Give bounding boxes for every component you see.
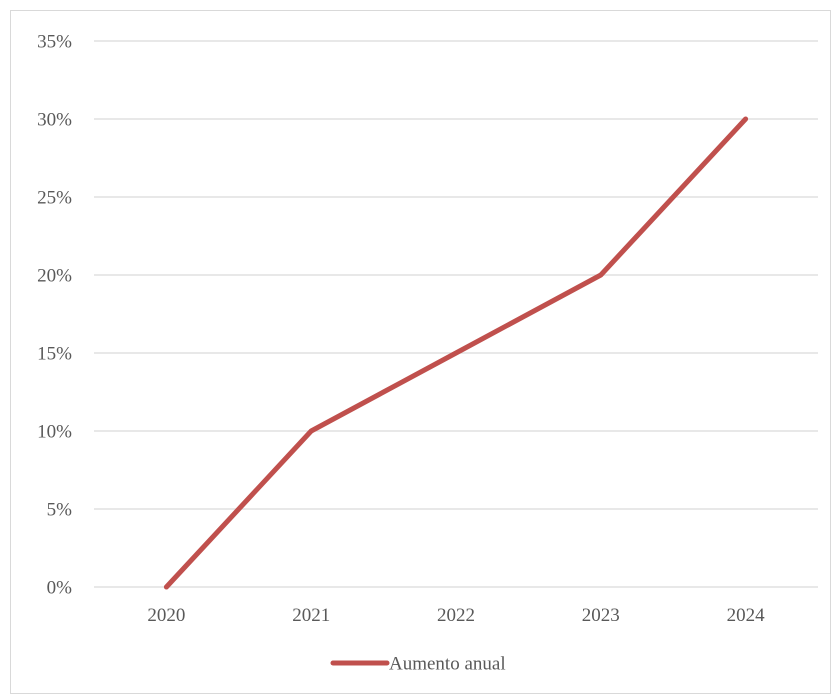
y-tick-label: 15%: [37, 344, 72, 365]
legend-label: Aumento anual: [389, 654, 506, 675]
x-tick-label: 2021: [292, 605, 330, 626]
series-line: [163, 116, 749, 590]
x-tick-label: 2020: [147, 605, 185, 626]
x-tick-label: 2023: [582, 605, 620, 626]
y-tick-label: 35%: [37, 32, 72, 53]
x-axis-tick-labels: 2020 2021 2022 2023 2024: [147, 605, 765, 626]
legend: Aumento anual: [330, 654, 506, 675]
y-tick-label: 25%: [37, 188, 72, 209]
y-tick-label: 5%: [47, 500, 73, 521]
y-axis-tick-labels: 0% 5% 10% 15% 20% 25% 30% 35%: [37, 32, 72, 599]
series-lines: [163, 116, 749, 590]
x-tick-label: 2022: [437, 605, 475, 626]
x-tick-label: 2024: [727, 605, 766, 626]
y-tick-label: 20%: [37, 266, 72, 287]
y-tick-label: 0%: [47, 578, 73, 599]
gridlines: [94, 40, 818, 588]
y-tick-label: 10%: [37, 422, 72, 443]
y-tick-label: 30%: [37, 110, 72, 131]
chart-frame: [10, 10, 831, 694]
